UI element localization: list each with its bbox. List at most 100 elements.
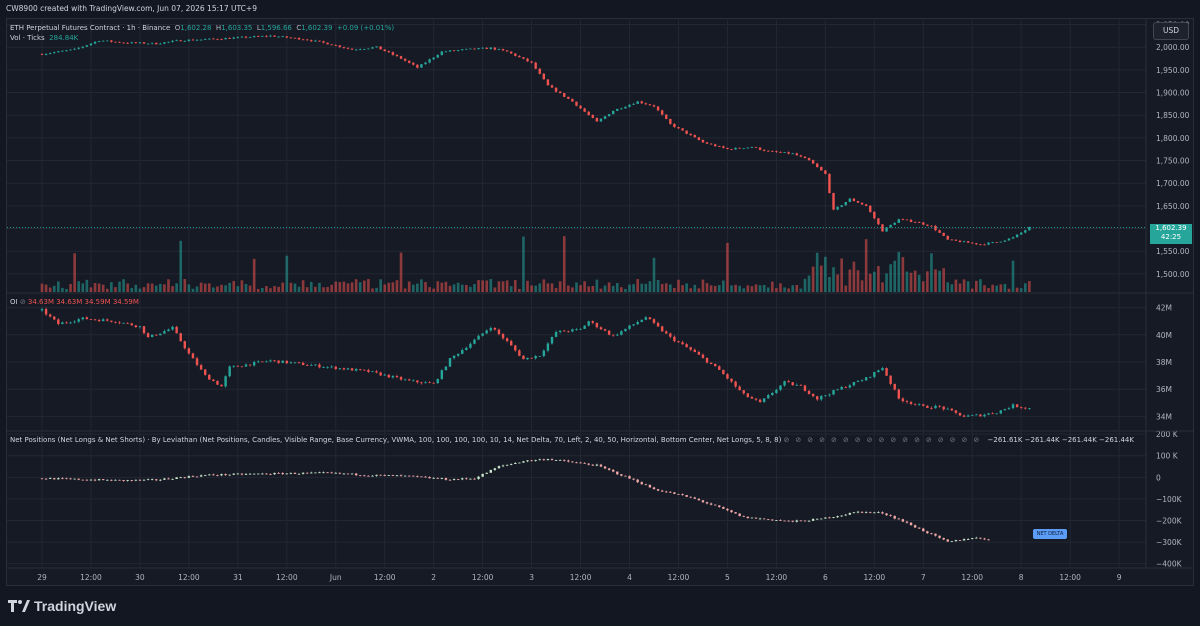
oi-candle — [975, 414, 978, 416]
price-candle — [971, 242, 974, 244]
visibility-icons[interactable]: ⊘⊘⊘⊘⊘⊘⊘⊘⊘⊘⊘⊘⊘⊘⊘⊘⊘ — [783, 436, 986, 444]
net-position-candle — [652, 487, 656, 490]
oi-candle — [436, 378, 439, 384]
price-candle — [1024, 230, 1027, 233]
oi-candle — [954, 410, 958, 413]
volume-bar — [114, 287, 117, 292]
eye-icon[interactable]: ⊘ — [19, 298, 26, 306]
net-position-candle — [444, 478, 448, 480]
volume-bar — [395, 280, 399, 292]
x-tick-label: 7 — [921, 573, 926, 582]
oi-candle — [146, 333, 150, 338]
oi-candle — [403, 379, 407, 381]
volume-bar — [265, 286, 268, 292]
oi-candle — [240, 366, 244, 368]
oi-candle — [840, 387, 843, 390]
price-candle — [705, 142, 709, 144]
price-candle — [689, 133, 692, 136]
net-position-candle — [359, 475, 362, 477]
volume-bar — [836, 274, 839, 292]
volume-bar — [567, 285, 570, 292]
net-position-candle — [440, 478, 444, 479]
volume-bar — [636, 279, 639, 292]
oi-candle — [1007, 408, 1011, 410]
net-position-candle — [510, 463, 513, 465]
net-position-candle — [61, 478, 64, 479]
currency-button[interactable]: USD — [1153, 22, 1189, 40]
price-candle — [946, 235, 949, 240]
oi-candle — [338, 368, 342, 370]
price-candle — [106, 40, 109, 42]
price-candle — [534, 62, 537, 69]
oi-candle — [444, 366, 448, 371]
price-candle — [138, 42, 142, 44]
oi-candle — [93, 319, 97, 321]
oi-candle — [187, 348, 191, 354]
volume-bar — [448, 285, 452, 292]
price-candle — [122, 42, 125, 44]
volume-bar — [522, 236, 525, 292]
oi-candle — [432, 382, 435, 384]
volume-bar — [930, 253, 933, 292]
price-candle — [918, 222, 921, 223]
volume-bar — [383, 284, 387, 292]
price-candle — [403, 58, 407, 61]
volume-bar — [652, 257, 656, 292]
volume-legend: Vol · Ticks 284.84K — [10, 34, 78, 42]
price-candle — [791, 153, 794, 155]
chart-frame[interactable] — [6, 18, 1194, 586]
oi-candle — [616, 334, 619, 336]
volume-bar — [89, 287, 93, 292]
net-position-candle — [473, 478, 476, 480]
price-candle — [1007, 238, 1011, 241]
oi-candle — [220, 384, 223, 387]
oi-candle — [212, 379, 215, 382]
volume-bar — [534, 285, 537, 292]
oi-candle — [869, 376, 872, 378]
price-candle — [603, 116, 607, 119]
x-tick-label: 29 — [37, 573, 47, 582]
price-candle — [350, 48, 354, 50]
price-candle — [61, 50, 64, 52]
volume-bar — [318, 282, 321, 292]
oi-values: 34.63M 34.63M 34.59M 34.59M — [27, 298, 139, 306]
oi-candle — [612, 334, 615, 336]
price-candle — [363, 48, 366, 50]
net-position-candle — [138, 479, 142, 481]
volume-bar — [65, 288, 68, 292]
oi-candle — [102, 319, 105, 322]
net-position-candle — [885, 513, 888, 516]
net-position-candle — [779, 520, 782, 521]
price-candle — [326, 42, 329, 45]
volume-bar — [950, 284, 954, 292]
volume-bar — [371, 288, 374, 292]
volume-bar — [375, 287, 378, 292]
net-position-candle — [289, 472, 293, 474]
price-candle — [856, 201, 860, 203]
net-position-candle — [293, 472, 297, 474]
volume-bar — [101, 284, 105, 292]
price-candle — [293, 37, 297, 39]
net-position-candle — [709, 503, 713, 505]
oi-candle — [958, 412, 962, 416]
oi-candle — [452, 355, 456, 359]
price-candle — [624, 106, 627, 109]
price-candle — [514, 53, 517, 56]
oi-candle — [342, 368, 346, 370]
volume-value: 284.84K — [49, 34, 79, 42]
volume-bar — [460, 284, 464, 292]
volume-bar — [252, 258, 256, 292]
net-position-candle — [395, 475, 399, 477]
net-position-candle — [558, 459, 562, 461]
x-tick-label: 9 — [1117, 573, 1122, 582]
tradingview-logo[interactable]: TradingView — [8, 598, 116, 614]
oi-candle — [150, 334, 154, 338]
price-candle — [832, 193, 835, 210]
net-position-candle — [832, 517, 835, 518]
price-candle — [273, 35, 276, 37]
price-candle — [722, 146, 725, 148]
volume-bar — [44, 284, 48, 292]
volume-bar — [975, 280, 978, 292]
x-tick-label: 12:00 — [1059, 573, 1081, 582]
